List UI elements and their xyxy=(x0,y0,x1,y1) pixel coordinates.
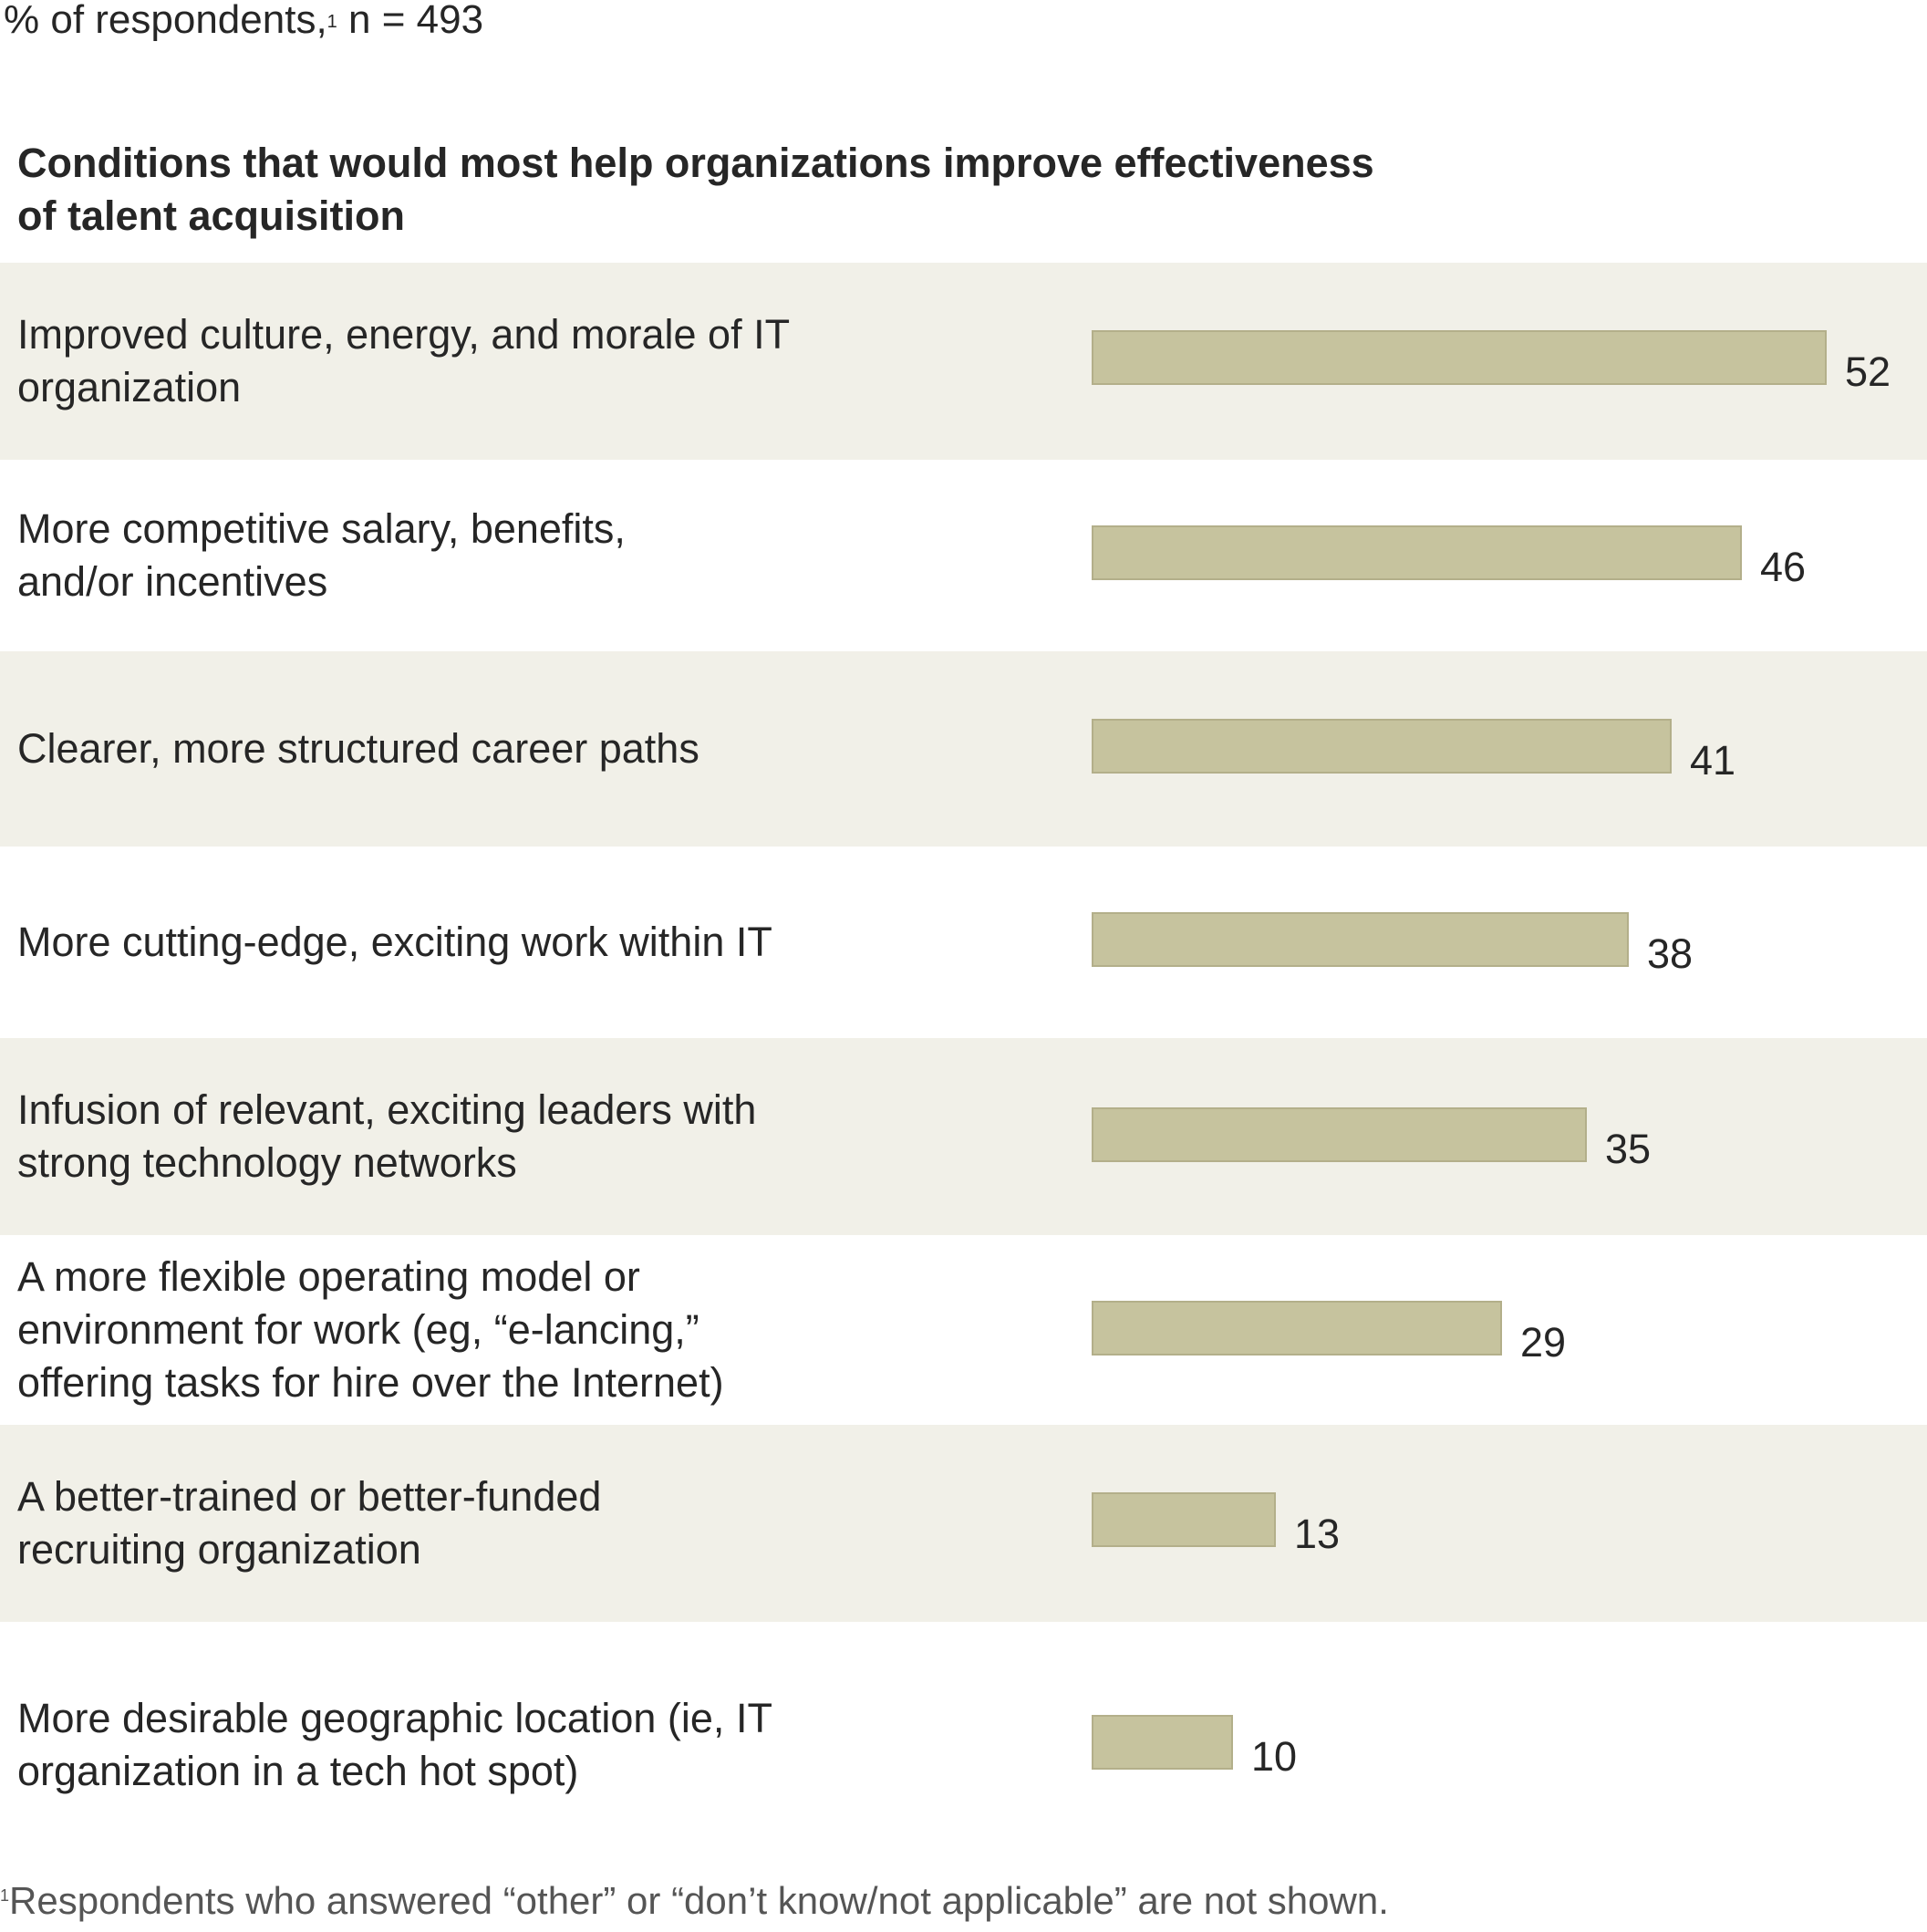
bar xyxy=(1092,525,1742,580)
category-label: A more flexible operating model or envir… xyxy=(17,1253,724,1406)
bar xyxy=(1092,1492,1276,1547)
chart-row: Improved culture, energy, and morale of … xyxy=(0,263,1927,460)
category-label: Clearer, more structured career paths xyxy=(17,725,699,772)
category-label: More cutting-edge, exciting work within … xyxy=(17,919,772,965)
footnote: 1Respondents who answered “other” or “do… xyxy=(0,1877,1389,1932)
footnote-mark: 1 xyxy=(0,1886,10,1905)
chart-title: Conditions that would most help organiza… xyxy=(17,140,1374,239)
category-label: More desirable geographic location (ie, … xyxy=(17,1695,772,1794)
chart-subtitle: % of respondents,1 n = 493 xyxy=(4,0,483,51)
chart-row: A better-trained or better-funded recrui… xyxy=(0,1425,1927,1622)
chart-row: More desirable geographic location (ie, … xyxy=(0,1622,1927,1868)
subtitle-suffix: n = 493 xyxy=(337,0,484,42)
chart-row: More competitive salary, benefits, and/o… xyxy=(0,460,1927,651)
chart-row: A more flexible operating model or envir… xyxy=(0,1235,1927,1425)
subtitle-footnote-mark: 1 xyxy=(326,12,337,32)
bar xyxy=(1092,330,1827,385)
category-label: More competitive salary, benefits, and/o… xyxy=(17,505,626,605)
bar-value-label: 13 xyxy=(1294,1511,1341,1557)
bar xyxy=(1092,1107,1587,1162)
bar-value-label: 10 xyxy=(1251,1733,1298,1780)
bar xyxy=(1092,719,1672,774)
bar-value-label: 52 xyxy=(1845,348,1891,395)
bar-value-label: 41 xyxy=(1690,737,1736,784)
bar-value-label: 46 xyxy=(1760,544,1807,590)
chart-row: Infusion of relevant, exciting leaders w… xyxy=(0,1038,1927,1235)
bar-value-label: 38 xyxy=(1647,930,1694,977)
chart-row: Clearer, more structured career paths 41 xyxy=(0,651,1927,847)
footnote-text: Respondents who answered “other” or “don… xyxy=(9,1879,1389,1922)
bar xyxy=(1092,912,1629,967)
bar xyxy=(1092,1301,1502,1356)
bar xyxy=(1092,1715,1233,1770)
bar-value-label: 35 xyxy=(1605,1126,1652,1172)
chart-row: More cutting-edge, exciting work within … xyxy=(0,847,1927,1038)
subtitle-prefix: % of respondents, xyxy=(4,0,327,42)
category-label: A better-trained or better-funded recrui… xyxy=(17,1473,602,1573)
category-label: Improved culture, energy, and morale of … xyxy=(17,311,790,410)
category-label: Infusion of relevant, exciting leaders w… xyxy=(17,1086,757,1186)
bar-value-label: 29 xyxy=(1520,1319,1567,1366)
